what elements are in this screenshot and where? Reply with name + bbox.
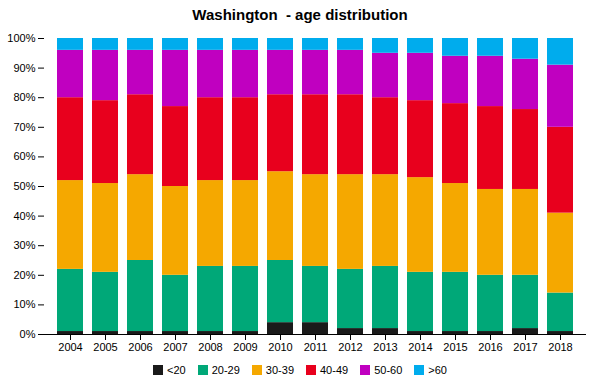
svg-text:2009: 2009 [233, 341, 257, 353]
svg-text:2008: 2008 [198, 341, 222, 353]
html-text:40-49: 40-49 [320, 364, 349, 376]
svg-text:100%: 100% [7, 32, 35, 44]
svg-text:2013: 2013 [373, 341, 397, 353]
svg-text:2018: 2018 [548, 341, 572, 353]
html-text:<20: <20 [167, 364, 186, 376]
svg-text:60%: 60% [13, 150, 35, 162]
svg-text:2010: 2010 [268, 341, 292, 353]
svg-text:2012: 2012 [338, 341, 362, 353]
svg-text:70%: 70% [13, 121, 35, 133]
html-text:>60: >60 [428, 364, 447, 376]
svg-text:80%: 80% [13, 91, 35, 103]
html-text:Washington - age distribution: Washington - age distribution [192, 6, 408, 23]
svg-text:2004: 2004 [58, 341, 82, 353]
html-text:20-29: 20-29 [211, 364, 240, 376]
svg-text:10%: 10% [13, 298, 35, 310]
html-text:30-39: 30-39 [265, 364, 294, 376]
svg-text:2007: 2007 [163, 341, 187, 353]
svg-text:40%: 40% [13, 210, 35, 222]
svg-text:2014: 2014 [408, 341, 432, 353]
svg-text:2016: 2016 [478, 341, 502, 353]
svg-text:30%: 30% [13, 239, 35, 251]
svg-text:2005: 2005 [93, 341, 117, 353]
svg-text:50%: 50% [13, 180, 35, 192]
svg-text:90%: 90% [13, 62, 35, 74]
svg-text:2015: 2015 [443, 341, 467, 353]
svg-text:2006: 2006 [128, 341, 152, 353]
svg-text:0%: 0% [20, 328, 36, 340]
svg-text:20%: 20% [13, 269, 35, 281]
svg-text:2011: 2011 [304, 341, 328, 353]
html-text:50-60: 50-60 [374, 364, 403, 376]
svg-text:2017: 2017 [513, 341, 537, 353]
